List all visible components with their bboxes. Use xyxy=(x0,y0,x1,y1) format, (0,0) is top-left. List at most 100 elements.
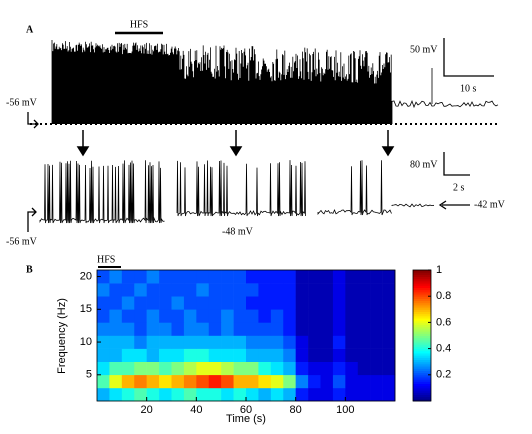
heat-cell xyxy=(382,361,396,376)
heat-cell xyxy=(109,322,123,336)
heat-cell xyxy=(146,283,160,297)
heat-cell xyxy=(183,335,197,349)
heat-cell xyxy=(183,322,197,336)
trace xyxy=(39,160,435,224)
heat-cell xyxy=(258,374,272,389)
colorbar-step xyxy=(413,355,431,358)
heat-cell xyxy=(370,387,383,402)
colorbar-step xyxy=(413,383,431,387)
heat-cell xyxy=(208,309,222,323)
heat-cell xyxy=(370,361,383,376)
heat-cell xyxy=(382,270,396,284)
heat-cell xyxy=(171,361,185,376)
colorbar-step xyxy=(413,320,431,323)
heat-cell xyxy=(357,335,371,349)
panel-label: A xyxy=(26,24,34,35)
x-tick-label: 60 xyxy=(240,404,252,416)
colorbar-step xyxy=(413,313,431,317)
heat-cell xyxy=(283,361,296,376)
heat-cell xyxy=(109,270,123,284)
heat-cell xyxy=(171,309,185,323)
heat-cell xyxy=(246,361,259,376)
heat-cell xyxy=(270,335,284,349)
heat-cell xyxy=(357,322,371,336)
heat-cell xyxy=(121,270,135,284)
scale-label: 10 s xyxy=(460,83,477,94)
heat-cell xyxy=(196,296,210,310)
heat-cell xyxy=(308,322,321,336)
heat-cell xyxy=(97,348,110,362)
heat-cell xyxy=(121,309,135,323)
heat-cell xyxy=(332,348,346,362)
heat-cell xyxy=(320,309,334,323)
heat-cell xyxy=(270,322,284,336)
heat-cell xyxy=(283,374,296,389)
colorbar-step xyxy=(413,352,431,356)
colorbar-step xyxy=(413,381,431,385)
heat-cell xyxy=(370,296,383,310)
heat-cell xyxy=(183,296,197,310)
level-label: -42 mV xyxy=(474,199,506,210)
colorbar-step xyxy=(413,291,431,295)
heat-cell xyxy=(146,387,160,402)
colorbar-step xyxy=(413,363,431,367)
heat-cell xyxy=(221,270,234,284)
y-tick-label: 5 xyxy=(86,369,92,381)
heat-cell xyxy=(283,387,296,402)
heat-cell xyxy=(233,283,247,297)
heat-cell xyxy=(171,348,185,362)
scale-bar xyxy=(443,152,470,176)
colorbar-step xyxy=(413,398,431,402)
heat-cell xyxy=(121,296,135,310)
heat-cell xyxy=(332,361,346,376)
heat-cell xyxy=(221,283,234,297)
heat-cell xyxy=(332,387,346,402)
heat-cell xyxy=(345,361,359,376)
heat-cell xyxy=(320,361,334,376)
heat-cell xyxy=(221,374,234,389)
heat-cell xyxy=(258,335,272,349)
heat-cell xyxy=(370,374,383,389)
heat-cell xyxy=(97,361,110,376)
colorbar-step xyxy=(413,392,431,395)
heat-cell xyxy=(233,322,247,336)
heat-cell xyxy=(134,374,147,389)
heat-cell xyxy=(134,361,147,376)
colorbar-step xyxy=(413,298,431,302)
heat-cell xyxy=(134,387,147,402)
heat-cell xyxy=(258,387,272,402)
heat-cell xyxy=(357,348,371,362)
heat-cell xyxy=(246,296,259,310)
y-tick-label: 20 xyxy=(80,270,92,282)
heat-cell xyxy=(159,387,172,402)
heat-cell xyxy=(146,374,160,389)
heat-cell xyxy=(121,348,135,362)
heat-cell xyxy=(233,387,247,402)
heat-cell xyxy=(171,322,185,336)
heat-cell xyxy=(295,322,309,336)
heat-cell xyxy=(382,374,396,389)
heat-cell xyxy=(320,335,334,349)
heat-cell xyxy=(196,348,210,362)
heat-cell xyxy=(258,322,272,336)
colorbar-step xyxy=(413,344,431,347)
heat-cell xyxy=(258,309,272,323)
heat-cell xyxy=(183,374,197,389)
heat-cell xyxy=(295,335,309,349)
heat-cell xyxy=(345,335,359,349)
heat-cell xyxy=(121,387,135,402)
heat-cell xyxy=(183,283,197,297)
heat-cell xyxy=(208,348,222,362)
heat-cell xyxy=(146,335,160,349)
hfs-label: HFS xyxy=(97,254,115,265)
heat-cell xyxy=(332,335,346,349)
spectrogram: 20 40 60 80 100 5 10 15 20 0.2 0.4 0.6 0.8 1 xyxy=(80,264,452,416)
heat-cell xyxy=(221,309,234,323)
arrows xyxy=(76,130,395,157)
colorbar-step xyxy=(413,326,431,330)
colorbar-step xyxy=(413,337,431,341)
y-tick-label: 15 xyxy=(80,303,92,315)
heat-cell xyxy=(308,387,321,402)
heat-cell xyxy=(295,309,309,323)
